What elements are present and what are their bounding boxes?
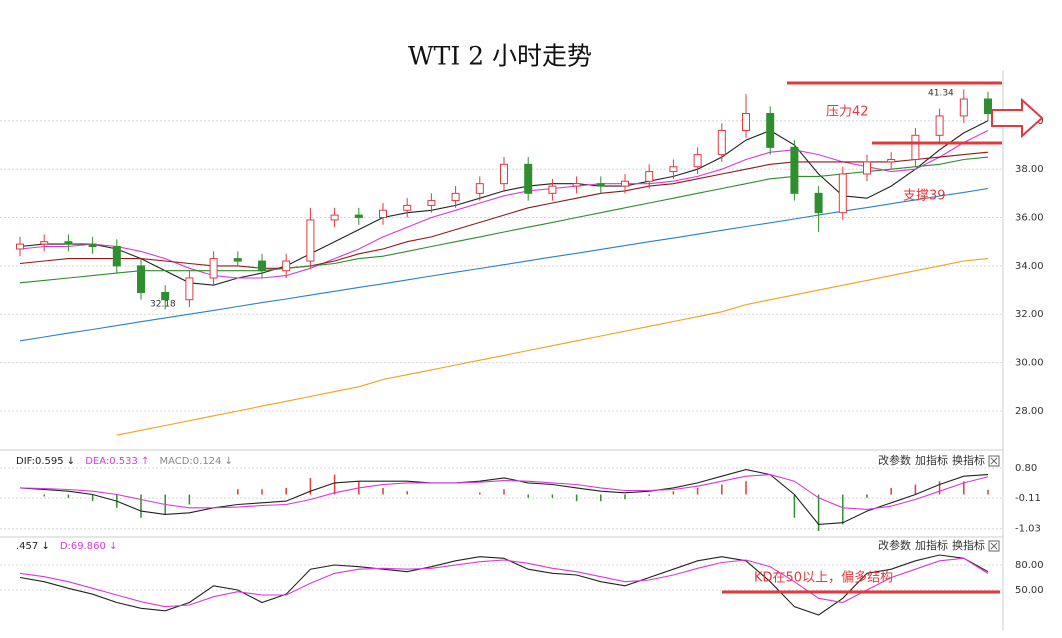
candle-body <box>233 258 242 262</box>
candle-body <box>838 173 847 214</box>
arrow <box>991 97 1044 139</box>
candle-body <box>354 214 363 219</box>
candle-body <box>185 277 194 301</box>
close-icon[interactable] <box>990 542 998 550</box>
candle-body <box>306 219 315 262</box>
candle-body <box>548 185 557 194</box>
candle-body <box>524 163 533 194</box>
y-tick-label: 80.00 <box>1015 560 1044 571</box>
line-series <box>19 130 989 279</box>
candle-body <box>427 200 436 206</box>
candle-body <box>766 113 775 148</box>
y-tick-label: 38.00 <box>1015 164 1044 175</box>
candle-body <box>911 134 920 160</box>
indicator-label: .457 ↓ <box>16 541 50 552</box>
candle-body <box>500 163 508 185</box>
line-series <box>19 151 989 269</box>
candle-body <box>742 113 750 131</box>
candle-body <box>935 115 944 136</box>
y-tick-label: 34.00 <box>1015 261 1044 272</box>
indicator-label: D:69.860 ↓ <box>60 541 118 552</box>
candle-body <box>209 258 218 279</box>
indicator-button[interactable]: 改参数 <box>878 538 911 552</box>
candle-body <box>572 183 581 187</box>
annotation: 支撑39 <box>903 189 946 204</box>
candle-body <box>451 192 460 202</box>
candle-body <box>863 161 871 175</box>
candle-body <box>596 183 605 187</box>
candle-body <box>621 180 629 187</box>
y-tick-label: 32.00 <box>1015 309 1044 320</box>
candle-body <box>790 146 799 194</box>
candle-body <box>379 209 387 219</box>
candle-body <box>282 260 291 272</box>
line-series <box>19 156 989 284</box>
candle-body <box>88 243 97 248</box>
candle-body <box>258 260 266 272</box>
indicator-label: DEA:0.533 ↑ <box>85 456 149 467</box>
annotation: 32.18 <box>150 300 176 310</box>
y-tick-label: 28.00 <box>1015 406 1044 417</box>
indicator-button[interactable]: 换指标 <box>952 453 985 467</box>
y-tick-label: -0.11 <box>1015 493 1041 504</box>
indicator-button[interactable]: 加指标 <box>915 538 948 552</box>
indicator-button[interactable]: 换指标 <box>952 538 985 552</box>
candle-body <box>403 204 412 211</box>
candle-body <box>330 214 339 221</box>
line-series <box>19 474 989 510</box>
candle-body <box>475 183 484 194</box>
y-tick-label: 30.00 <box>1015 358 1044 369</box>
candle-body <box>693 154 702 168</box>
candle-body <box>40 241 49 245</box>
candle-body <box>959 98 968 117</box>
chart-title: WTI 2 小时走势 <box>408 42 592 71</box>
y-tick-label: 50.00 <box>1015 585 1044 596</box>
close-icon[interactable] <box>990 457 998 465</box>
candle-body <box>64 241 73 245</box>
line-series <box>19 557 989 608</box>
indicator-button[interactable]: 改参数 <box>878 453 911 467</box>
indicator-label: DIF:0.595 ↓ <box>16 456 75 467</box>
candle-body <box>112 246 121 267</box>
candle-body <box>137 265 145 293</box>
candle-body <box>161 291 170 301</box>
candle-body <box>984 98 992 115</box>
candle-body <box>16 243 24 250</box>
plots: 28.0030.0032.0034.0036.0038.0040.000.80-… <box>0 89 1044 616</box>
annotation: 41.34 <box>928 89 954 99</box>
candle-body <box>814 192 823 214</box>
annotation: 压力42 <box>826 105 869 120</box>
candle-body <box>717 129 726 156</box>
line-series <box>19 187 989 342</box>
indicator-label: MACD:0.124 ↓ <box>159 456 233 467</box>
candle-body <box>645 171 654 182</box>
y-tick-label: -1.03 <box>1015 524 1041 535</box>
y-tick-label: 0.80 <box>1015 463 1037 474</box>
line-series <box>116 258 989 436</box>
annotation: KD在50以上，偏多结构 <box>754 570 893 586</box>
candle-body <box>887 158 896 163</box>
candle-body <box>669 166 678 173</box>
y-tick-label: 36.00 <box>1015 213 1044 224</box>
indicator-button[interactable]: 加指标 <box>915 453 948 467</box>
line-series <box>19 469 989 525</box>
